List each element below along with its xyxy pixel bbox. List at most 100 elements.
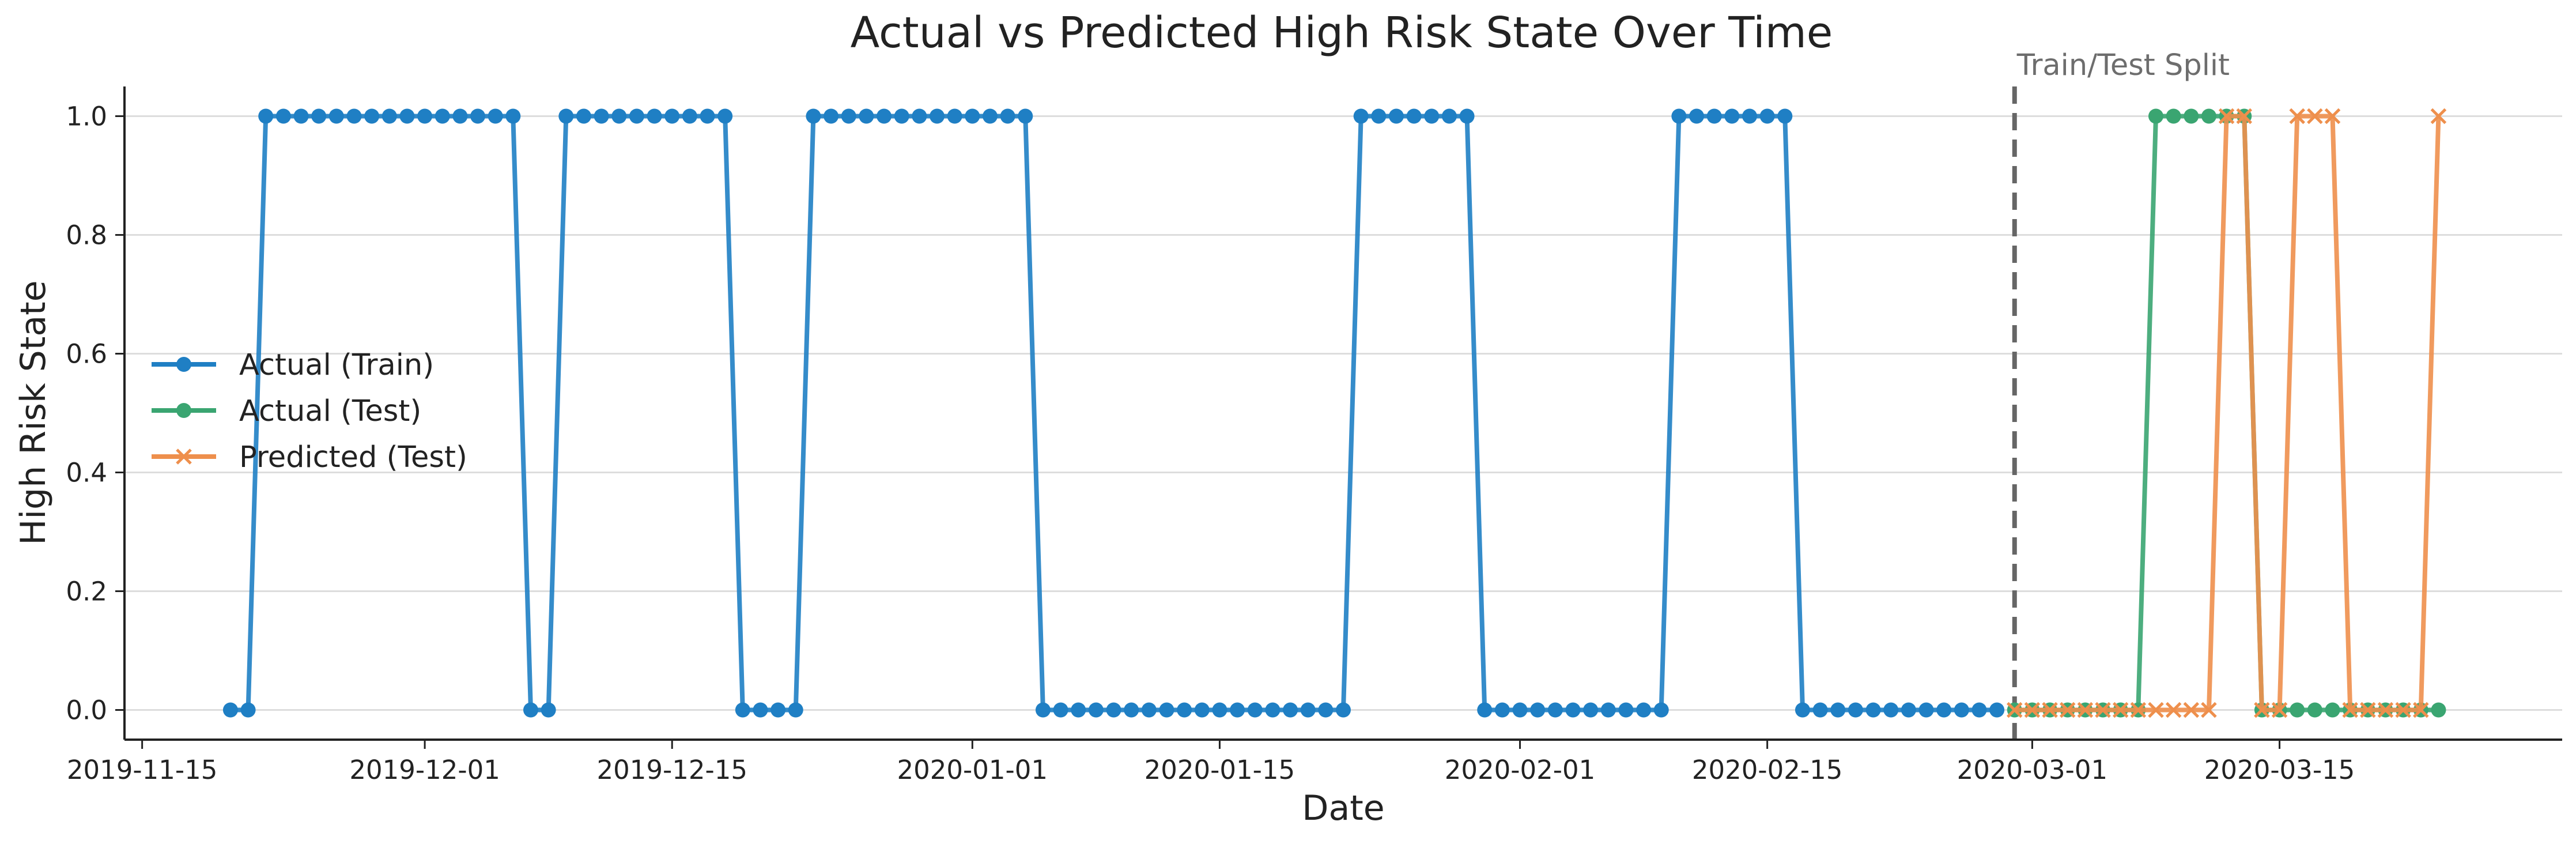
data-point: [1918, 702, 1934, 718]
data-point: [258, 108, 274, 124]
data-point: [877, 108, 892, 124]
y-axis-label: High Risk State: [13, 280, 54, 545]
data-point: [2395, 702, 2411, 718]
data-point: [2289, 108, 2305, 125]
data-point: [1318, 702, 1334, 718]
data-point: [753, 702, 768, 718]
data-point: [1230, 702, 1245, 718]
data-point: [505, 108, 521, 124]
data-point: [1547, 702, 1563, 718]
data-point: [1459, 108, 1475, 124]
x-ticks: 2019-11-15 2019-12-01 2019-12-15 2020-01-01…: [67, 740, 2355, 785]
data-point: [1742, 108, 1757, 124]
series-line: [2014, 114, 2441, 713]
data-point: [1477, 702, 1493, 718]
data-point: [1971, 702, 1987, 718]
data-point: [2413, 702, 2429, 718]
data-point: [382, 108, 397, 124]
x-tick-label: 2020-02-15: [1692, 755, 1843, 785]
data-point: [806, 108, 821, 124]
legend-label: Actual (Test): [239, 394, 421, 428]
data-point: [1053, 702, 1068, 718]
y-tick-label: 1.0: [66, 101, 107, 132]
data-point: [735, 702, 750, 718]
data-point: [1936, 702, 1952, 718]
data-point: [894, 108, 909, 124]
data-point: [947, 108, 962, 124]
data-point: [275, 108, 291, 124]
data-point: [328, 108, 344, 124]
x-tick-label: 2020-01-15: [1145, 755, 1295, 785]
chart-title: Actual vs Predicted High Risk State Over…: [851, 8, 1833, 58]
data-point: [824, 108, 839, 124]
data-point: [1194, 702, 1210, 718]
data-point: [2183, 702, 2200, 718]
x-tick-label: 2020-01-01: [897, 755, 1048, 785]
legend-item: Actual (Test): [152, 394, 421, 428]
data-point: [1636, 702, 1652, 718]
data-point: [1265, 702, 1281, 718]
data-point: [930, 108, 945, 124]
y-tick-label: 0.8: [66, 220, 107, 251]
data-point: [2024, 702, 2041, 718]
data-point: [788, 702, 803, 718]
data-point: [1424, 108, 1440, 124]
x-tick-label: 2019-12-15: [596, 755, 747, 785]
legend: Actual (Train) Actual (Test) Predicted (Te…: [152, 348, 467, 474]
data-point: [293, 108, 309, 124]
data-point: [770, 702, 786, 718]
data-point: [2166, 108, 2181, 124]
data-point: [700, 108, 715, 124]
axes: [123, 86, 2562, 741]
data-point: [1212, 702, 1227, 718]
data-point: [1512, 702, 1528, 718]
data-point: [452, 108, 468, 124]
data-point: [222, 702, 238, 718]
x-tick-label: 2019-12-01: [349, 755, 500, 785]
data-point: [1777, 108, 1793, 124]
data-point: [1406, 108, 1422, 124]
data-point: [2236, 108, 2253, 125]
data-point: [2201, 702, 2217, 718]
data-point: [1530, 702, 1546, 718]
data-point: [1848, 702, 1863, 718]
data-point: [1812, 702, 1828, 718]
data-point: [2360, 702, 2376, 718]
data-point: [2007, 702, 2023, 718]
data-point: [1124, 702, 1139, 718]
data-point: [1954, 702, 1969, 718]
data-point: [2342, 702, 2358, 718]
data-point: [629, 108, 644, 124]
data-point: [576, 108, 591, 124]
data-point: [1494, 702, 1510, 718]
data-point: [2077, 702, 2094, 718]
data-point: [2059, 702, 2076, 718]
legend-label: Actual (Train): [239, 348, 434, 382]
data-point: [912, 108, 927, 124]
data-point: [488, 108, 503, 124]
legend-marker: [176, 403, 191, 418]
data-point: [2201, 108, 2216, 124]
data-point: [1371, 108, 1387, 124]
data-point: [435, 108, 450, 124]
data-point: [399, 108, 415, 124]
data-point: [1336, 702, 1351, 718]
data-point: [1830, 702, 1846, 718]
y-tick-label: 0.6: [66, 339, 107, 370]
data-point: [1441, 108, 1457, 124]
x-tick-label: 2020-03-15: [2204, 755, 2355, 785]
data-point: [2377, 702, 2394, 718]
legend-item: Predicted (Test): [152, 440, 467, 474]
data-point: [346, 108, 362, 124]
data-point: [647, 108, 662, 124]
data-point: [2325, 702, 2340, 718]
data-point: [2307, 108, 2323, 125]
split-label: Train/Test Split: [2016, 48, 2230, 82]
series-1: [222, 108, 2005, 718]
data-point: [717, 108, 733, 124]
data-point: [1653, 702, 1669, 718]
data-point: [594, 108, 609, 124]
data-point: [611, 108, 627, 124]
data-point: [1159, 702, 1174, 718]
